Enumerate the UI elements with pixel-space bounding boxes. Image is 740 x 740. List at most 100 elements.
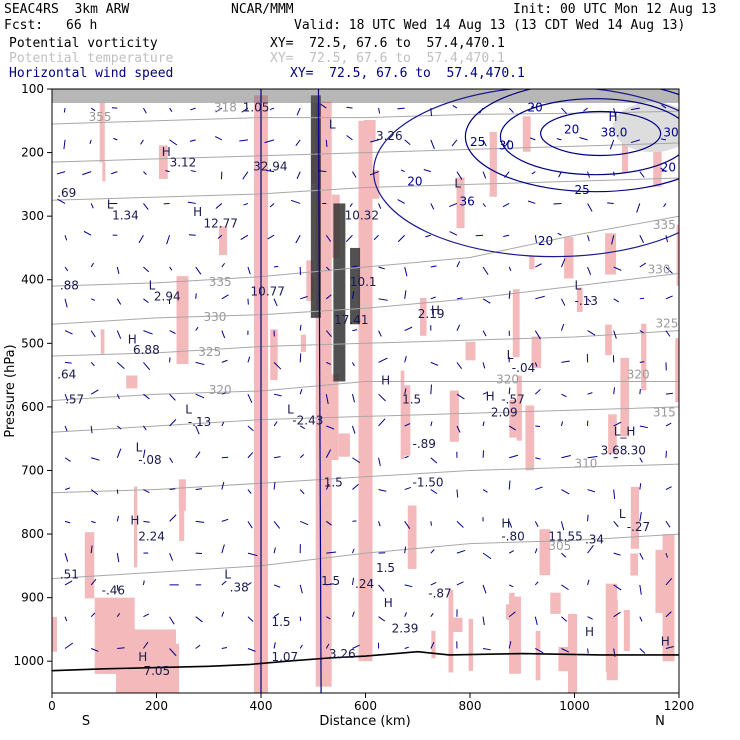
y-tick-label: 300 <box>21 209 44 223</box>
wind-vector <box>325 139 328 148</box>
wind-vector <box>166 235 171 245</box>
wind-vector <box>404 612 407 617</box>
wind-vector <box>221 359 228 363</box>
pv-shade-cell <box>178 479 186 511</box>
pv-shade-cell <box>126 375 138 389</box>
theta-contour-350 <box>52 142 679 163</box>
wind-vector <box>452 105 458 109</box>
pv-shade-column <box>358 120 373 662</box>
wind-vector <box>587 171 590 178</box>
wind-vector <box>482 392 488 395</box>
contour-label: H <box>130 514 139 528</box>
pv-shade-cell <box>451 617 463 632</box>
wind-vector <box>456 425 461 433</box>
x-axis-title: Distance (km) <box>319 714 410 729</box>
wind-vector <box>456 549 466 554</box>
wind-vector <box>116 612 121 617</box>
pv-shade-cell <box>567 613 578 693</box>
wind-vector <box>556 138 562 141</box>
wind-vector <box>221 262 226 268</box>
wind-vector <box>378 357 388 363</box>
wind-vector <box>482 584 487 594</box>
wind-vector <box>169 616 175 625</box>
wind-vector <box>346 135 353 141</box>
contour-label: L <box>287 402 294 416</box>
wind-vector <box>215 107 223 113</box>
contour-label: 12.77 <box>204 217 238 231</box>
contour-label: 20 <box>564 123 579 137</box>
wind-vector <box>509 454 519 459</box>
wind-vector <box>113 137 118 141</box>
contour-label: -.13 <box>188 415 211 429</box>
pv-shade-cell <box>509 596 521 674</box>
contour-label: H <box>381 374 390 388</box>
contour-label: H <box>193 205 202 219</box>
wind-vector <box>273 547 276 554</box>
wind-vector <box>665 266 673 274</box>
contour-label: L <box>575 278 582 292</box>
terrain-line <box>51 650 679 672</box>
contour-label: 320 <box>496 372 519 386</box>
pv-shade-cell <box>620 357 630 437</box>
wind-vector <box>195 266 202 275</box>
wind-vector <box>456 489 459 498</box>
wind-vector <box>535 295 545 300</box>
pv-shade-cell <box>176 276 189 365</box>
wind-vector <box>482 421 485 427</box>
wind-vector <box>290 199 301 204</box>
wind-vector <box>561 584 569 591</box>
contour-label: .34 <box>585 533 604 547</box>
wind-vector <box>169 330 176 334</box>
wind-vector <box>116 584 119 591</box>
y-tick-label: 100 <box>21 82 44 96</box>
wind-vector <box>535 486 543 491</box>
y-tick-label: 800 <box>21 527 44 541</box>
contour-label: 318 <box>214 100 237 114</box>
wind-vector <box>64 642 74 649</box>
wind-vector <box>639 297 645 300</box>
wind-vector <box>482 171 487 179</box>
wind-vector <box>352 265 358 268</box>
wind-vector <box>613 421 622 427</box>
wind-vector <box>240 234 249 241</box>
field-xy-wind: XY= 72.5, 67.6 to 57.4,470.1 <box>290 66 525 81</box>
wind-vector <box>535 457 541 460</box>
wind-vector <box>378 107 381 114</box>
wind-vector <box>299 425 306 430</box>
wind-vector <box>299 324 302 331</box>
wind-vector <box>560 258 566 268</box>
wind-vector <box>90 425 93 434</box>
wind-vector <box>169 457 174 464</box>
wind-vector <box>352 483 359 490</box>
wind-vector <box>508 584 514 588</box>
wind-vector <box>221 611 225 617</box>
wind-vector <box>611 235 615 245</box>
wind-vector <box>195 451 201 459</box>
theta-contour-345 <box>52 177 679 201</box>
pv-shade-cell <box>489 131 497 197</box>
wind-vector <box>369 171 379 176</box>
contour-label: 330 <box>204 310 227 324</box>
wind-vector <box>64 616 68 622</box>
wind-vector <box>479 107 484 114</box>
wind-contours <box>260 89 679 693</box>
wind-vector <box>143 203 149 210</box>
pv-shade-cell <box>564 237 574 279</box>
x-tick-label: 800 <box>459 699 482 713</box>
contour-label: 25 <box>575 183 590 197</box>
wind-vector <box>560 421 564 427</box>
contour-label: 20 <box>661 161 676 175</box>
y-tick-label: 1000 <box>13 654 44 668</box>
wind-vector <box>561 107 568 115</box>
field-xy-theta: XY= 72.5, 67.6 to 57.4,470.1 <box>270 51 505 66</box>
wind-vector <box>456 520 464 528</box>
wind-vector <box>482 648 491 651</box>
wind-vector <box>247 489 252 494</box>
contour-label: 1.5 <box>402 393 421 407</box>
wind-vector <box>90 203 94 209</box>
contour-label: -.87 <box>428 587 451 601</box>
pv-shade-cell <box>270 329 278 381</box>
x-tick-label: 1200 <box>664 699 695 713</box>
wind-vector <box>247 393 253 403</box>
